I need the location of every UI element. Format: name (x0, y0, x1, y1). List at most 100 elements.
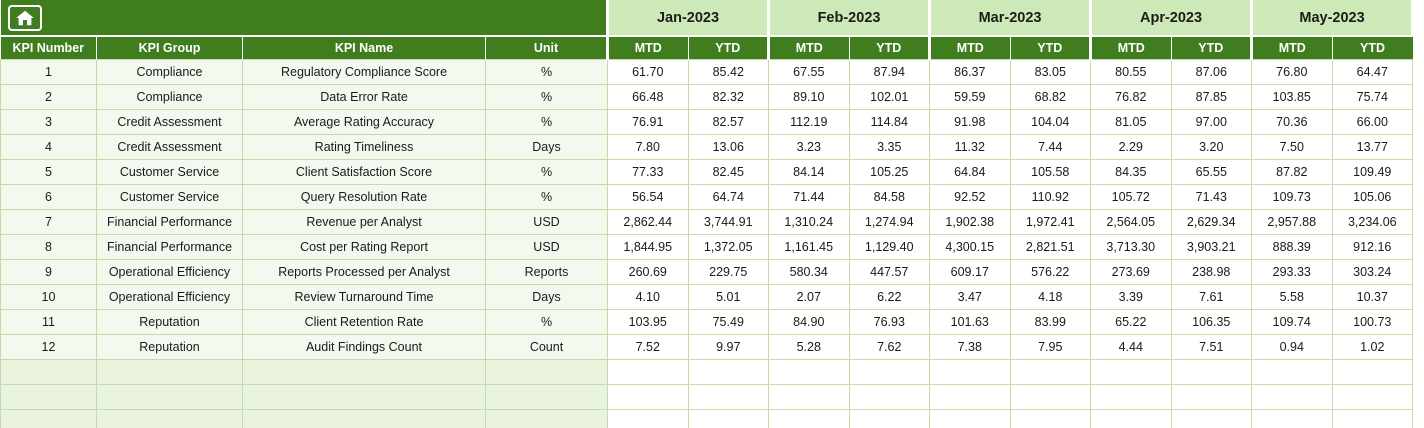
value-cell[interactable]: 4.10 (607, 283, 689, 310)
value-cell[interactable]: 68.82 (1009, 83, 1092, 110)
value-cell[interactable]: 84.14 (768, 158, 850, 185)
value-cell[interactable]: 112.19 (768, 108, 850, 135)
value-cell[interactable]: 109.74 (1251, 308, 1333, 335)
value-cell[interactable]: 1.02 (1331, 333, 1414, 360)
value-cell[interactable]: 2.29 (1090, 133, 1172, 160)
kpi-name-cell[interactable]: Average Rating Accuracy (242, 108, 486, 135)
value-cell[interactable]: 76.93 (848, 308, 931, 335)
kpi-number-cell[interactable]: 6 (0, 183, 97, 210)
empty-value-cell[interactable] (1090, 408, 1172, 428)
value-cell[interactable]: 7.51 (1170, 333, 1253, 360)
empty-value-cell[interactable] (607, 358, 689, 385)
value-cell[interactable]: 3.23 (768, 133, 850, 160)
unit-cell[interactable]: USD (485, 233, 608, 260)
empty-left-cell[interactable] (485, 383, 608, 410)
kpi-number-cell[interactable]: 10 (0, 283, 97, 310)
value-cell[interactable]: 109.73 (1251, 183, 1333, 210)
value-cell[interactable]: 447.57 (848, 258, 931, 285)
value-cell[interactable]: 87.82 (1251, 158, 1333, 185)
kpi-group-cell[interactable]: Operational Efficiency (96, 283, 243, 310)
kpi-number-cell[interactable]: 5 (0, 158, 97, 185)
value-cell[interactable]: 84.58 (848, 183, 931, 210)
value-cell[interactable]: 114.84 (848, 108, 931, 135)
kpi-group-cell[interactable]: Credit Assessment (96, 108, 243, 135)
value-cell[interactable]: 11.32 (929, 133, 1011, 160)
empty-value-cell[interactable] (848, 358, 931, 385)
value-cell[interactable]: 89.10 (768, 83, 850, 110)
value-cell[interactable]: 4.44 (1090, 333, 1172, 360)
value-cell[interactable]: 1,902.38 (929, 208, 1011, 235)
value-cell[interactable]: 3.39 (1090, 283, 1172, 310)
value-cell[interactable]: 912.16 (1331, 233, 1414, 260)
value-cell[interactable]: 64.47 (1331, 58, 1414, 85)
value-cell[interactable]: 87.85 (1170, 83, 1253, 110)
empty-value-cell[interactable] (929, 408, 1011, 428)
empty-value-cell[interactable] (1251, 383, 1333, 410)
value-cell[interactable]: 1,972.41 (1009, 208, 1092, 235)
kpi-number-cell[interactable]: 1 (0, 58, 97, 85)
value-cell[interactable]: 64.84 (929, 158, 1011, 185)
value-cell[interactable]: 3,234.06 (1331, 208, 1414, 235)
value-cell[interactable]: 238.98 (1170, 258, 1253, 285)
value-cell[interactable]: 3,903.21 (1170, 233, 1253, 260)
unit-cell[interactable]: Reports (485, 258, 608, 285)
value-cell[interactable]: 7.50 (1251, 133, 1333, 160)
value-cell[interactable]: 609.17 (929, 258, 1011, 285)
value-cell[interactable]: 4.18 (1009, 283, 1092, 310)
value-cell[interactable]: 13.06 (687, 133, 770, 160)
value-cell[interactable]: 64.74 (687, 183, 770, 210)
value-cell[interactable]: 3,713.30 (1090, 233, 1172, 260)
empty-value-cell[interactable] (1009, 383, 1092, 410)
empty-left-cell[interactable] (0, 383, 97, 410)
value-cell[interactable]: 0.94 (1251, 333, 1333, 360)
kpi-name-cell[interactable]: Review Turnaround Time (242, 283, 486, 310)
empty-value-cell[interactable] (768, 408, 850, 428)
value-cell[interactable]: 66.48 (607, 83, 689, 110)
empty-value-cell[interactable] (687, 408, 770, 428)
kpi-number-cell[interactable]: 9 (0, 258, 97, 285)
unit-cell[interactable]: USD (485, 208, 608, 235)
value-cell[interactable]: 2,821.51 (1009, 233, 1092, 260)
value-cell[interactable]: 1,129.40 (848, 233, 931, 260)
value-cell[interactable]: 59.59 (929, 83, 1011, 110)
kpi-name-cell[interactable]: Data Error Rate (242, 83, 486, 110)
empty-value-cell[interactable] (687, 358, 770, 385)
empty-left-cell[interactable] (0, 408, 97, 428)
value-cell[interactable]: 80.55 (1090, 58, 1172, 85)
empty-left-cell[interactable] (242, 383, 486, 410)
empty-left-cell[interactable] (242, 358, 486, 385)
kpi-number-cell[interactable]: 3 (0, 108, 97, 135)
value-cell[interactable]: 103.85 (1251, 83, 1333, 110)
value-cell[interactable]: 4,300.15 (929, 233, 1011, 260)
value-cell[interactable]: 76.91 (607, 108, 689, 135)
value-cell[interactable]: 3.35 (848, 133, 931, 160)
value-cell[interactable]: 103.95 (607, 308, 689, 335)
value-cell[interactable]: 67.55 (768, 58, 850, 85)
value-cell[interactable]: 1,274.94 (848, 208, 931, 235)
value-cell[interactable]: 105.58 (1009, 158, 1092, 185)
kpi-group-cell[interactable]: Compliance (96, 83, 243, 110)
value-cell[interactable]: 102.01 (848, 83, 931, 110)
empty-value-cell[interactable] (607, 383, 689, 410)
value-cell[interactable]: 82.57 (687, 108, 770, 135)
kpi-group-cell[interactable]: Customer Service (96, 183, 243, 210)
value-cell[interactable]: 9.97 (687, 333, 770, 360)
empty-value-cell[interactable] (1251, 408, 1333, 428)
kpi-name-cell[interactable]: Client Satisfaction Score (242, 158, 486, 185)
value-cell[interactable]: 105.25 (848, 158, 931, 185)
empty-value-cell[interactable] (768, 383, 850, 410)
value-cell[interactable]: 82.32 (687, 83, 770, 110)
value-cell[interactable]: 1,161.45 (768, 233, 850, 260)
empty-left-cell[interactable] (96, 383, 243, 410)
empty-value-cell[interactable] (1331, 358, 1414, 385)
value-cell[interactable]: 84.35 (1090, 158, 1172, 185)
value-cell[interactable]: 83.99 (1009, 308, 1092, 335)
value-cell[interactable]: 66.00 (1331, 108, 1414, 135)
kpi-name-cell[interactable]: Revenue per Analyst (242, 208, 486, 235)
value-cell[interactable]: 1,310.24 (768, 208, 850, 235)
value-cell[interactable]: 3,744.91 (687, 208, 770, 235)
value-cell[interactable]: 61.70 (607, 58, 689, 85)
empty-left-cell[interactable] (485, 408, 608, 428)
kpi-group-cell[interactable]: Compliance (96, 58, 243, 85)
empty-value-cell[interactable] (1331, 383, 1414, 410)
